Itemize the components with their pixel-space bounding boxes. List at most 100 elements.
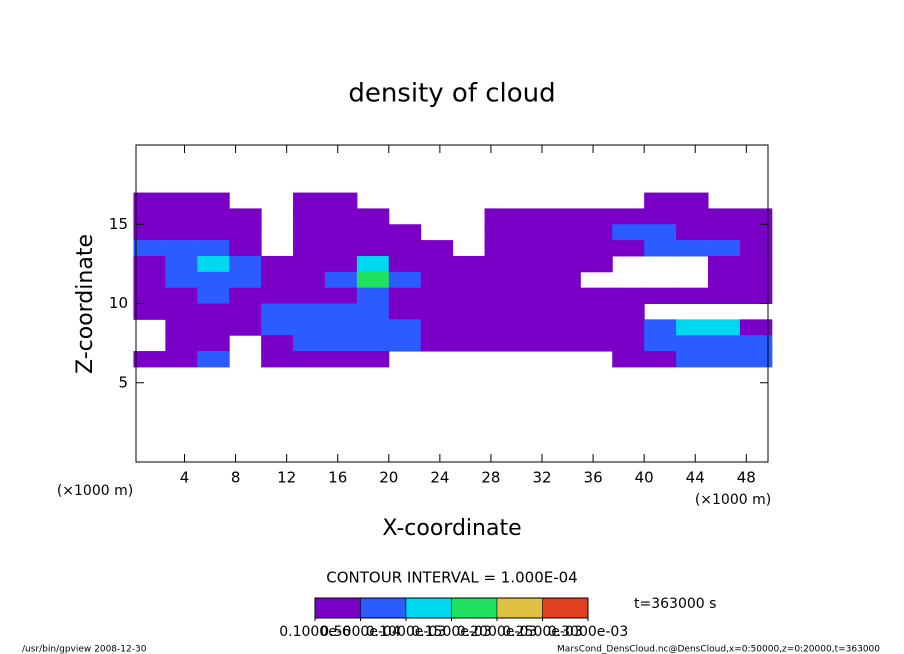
cell bbox=[229, 287, 262, 304]
cell bbox=[356, 351, 390, 368]
cell bbox=[324, 208, 358, 225]
colorbar-tick-label: 0.2500e-03 bbox=[502, 624, 582, 640]
cell bbox=[484, 240, 517, 257]
cell bbox=[197, 287, 230, 304]
cell bbox=[612, 287, 645, 304]
x-tick-label: 44 bbox=[686, 469, 705, 487]
cell bbox=[516, 271, 549, 289]
cell bbox=[676, 319, 709, 336]
cell bbox=[356, 271, 390, 289]
cell bbox=[388, 319, 422, 336]
cell bbox=[197, 351, 230, 368]
cell bbox=[739, 319, 773, 336]
x-unit-label: (×1000 m) bbox=[695, 492, 771, 508]
cell bbox=[676, 224, 709, 241]
cell bbox=[612, 335, 645, 352]
cell bbox=[548, 255, 581, 273]
colorbar-cell bbox=[496, 597, 543, 619]
cell bbox=[133, 224, 166, 241]
colorbar-cell bbox=[360, 597, 407, 619]
cell bbox=[676, 192, 709, 209]
cell bbox=[197, 335, 230, 352]
cell bbox=[676, 208, 709, 225]
cell bbox=[165, 271, 198, 289]
cell bbox=[356, 224, 390, 241]
cell bbox=[707, 351, 741, 368]
cell bbox=[324, 224, 358, 241]
cell bbox=[197, 255, 230, 273]
cell bbox=[644, 192, 677, 209]
cell bbox=[676, 335, 709, 352]
cell bbox=[133, 271, 166, 289]
y-tick-label: 10 bbox=[109, 294, 128, 312]
cell bbox=[133, 255, 166, 273]
cell bbox=[165, 319, 198, 336]
cell bbox=[261, 335, 294, 352]
cell bbox=[324, 303, 358, 320]
cell bbox=[739, 240, 773, 257]
cell bbox=[580, 303, 613, 320]
cell bbox=[484, 287, 517, 304]
colorbar-tick-label: 0.1000e-03 bbox=[366, 624, 446, 640]
cell bbox=[261, 271, 294, 289]
cell bbox=[452, 335, 486, 352]
cell bbox=[548, 224, 581, 241]
colorbar-cell bbox=[405, 597, 452, 619]
x-tick-label: 16 bbox=[328, 469, 347, 487]
x-tick-label: 8 bbox=[231, 469, 241, 487]
cell bbox=[356, 208, 390, 225]
cell bbox=[229, 255, 262, 273]
cell bbox=[356, 335, 390, 352]
cell bbox=[388, 255, 422, 273]
cell bbox=[452, 287, 486, 304]
cell bbox=[548, 319, 581, 336]
footer: /usr/bin/gpview 2008-12-30 bbox=[22, 645, 147, 654]
cell bbox=[293, 208, 326, 225]
colorbar-tick-label: 0.5000e-04 bbox=[320, 624, 401, 640]
cell bbox=[739, 335, 773, 352]
x-axis-label: X-coordinate bbox=[382, 516, 521, 541]
cell bbox=[293, 271, 326, 289]
cell bbox=[261, 351, 294, 368]
cell bbox=[612, 351, 645, 368]
cell bbox=[165, 287, 198, 304]
cell bbox=[420, 287, 454, 304]
cell bbox=[516, 319, 549, 336]
cell bbox=[484, 271, 517, 289]
cell bbox=[356, 287, 390, 304]
colorbar-tick-label: 0.1500e-03 bbox=[411, 624, 491, 640]
cell bbox=[293, 335, 326, 352]
cell bbox=[388, 224, 422, 241]
cell bbox=[388, 303, 422, 320]
cell bbox=[356, 303, 390, 320]
cell bbox=[324, 192, 358, 209]
cell bbox=[548, 271, 581, 289]
cell bbox=[133, 240, 166, 257]
x-tick-label: 36 bbox=[584, 469, 603, 487]
cell bbox=[197, 271, 230, 289]
cell bbox=[197, 303, 230, 320]
cell bbox=[644, 224, 677, 241]
x-tick-label: 4 bbox=[180, 469, 190, 487]
cell bbox=[324, 287, 358, 304]
cell bbox=[420, 303, 454, 320]
cell bbox=[261, 303, 294, 320]
cell bbox=[707, 287, 741, 304]
cell bbox=[484, 319, 517, 336]
cell bbox=[644, 287, 677, 304]
colorbar-tick-label: 0.1000e-6 bbox=[279, 624, 351, 640]
cell bbox=[165, 335, 198, 352]
cell bbox=[261, 255, 294, 273]
cell bbox=[707, 271, 741, 289]
cell bbox=[739, 287, 773, 304]
cell bbox=[516, 224, 549, 241]
cell bbox=[420, 271, 454, 289]
cell bbox=[293, 351, 326, 368]
cell bbox=[197, 240, 230, 257]
cell bbox=[229, 224, 262, 241]
cell bbox=[197, 192, 230, 209]
cell bbox=[707, 208, 741, 225]
cell bbox=[452, 303, 486, 320]
